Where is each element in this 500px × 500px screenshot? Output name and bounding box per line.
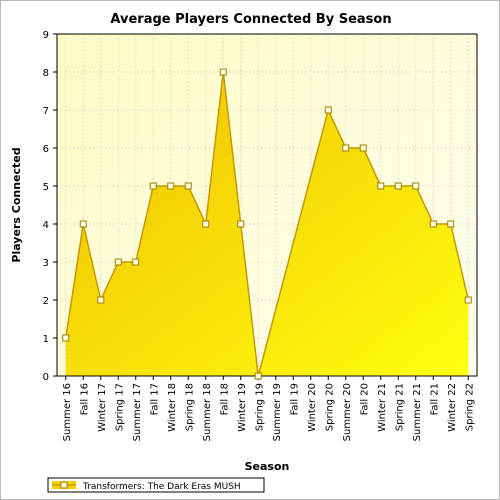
x-tick-label: Summer 19 <box>272 383 283 441</box>
data-point-marker <box>254 372 262 380</box>
data-point-marker <box>342 144 350 152</box>
y-tick-label: 1 <box>43 334 49 345</box>
data-point-marker <box>149 182 157 190</box>
x-tick-label: Spring 19 <box>254 383 265 431</box>
x-tick-label: Winter 20 <box>307 383 318 432</box>
data-point-marker <box>237 220 245 228</box>
data-point-marker <box>219 68 227 76</box>
data-point-marker <box>97 296 105 304</box>
x-tick-label: Summer 21 <box>412 383 423 441</box>
x-tick-label: Fall 17 <box>149 383 160 415</box>
y-tick-label: 4 <box>43 220 49 231</box>
x-tick-label: Spring 20 <box>324 383 335 431</box>
legend-box <box>47 477 265 493</box>
x-tick-label: Summer 18 <box>202 383 213 441</box>
axes: 0 1 2 3 4 5 6 7 8 9 Summer 16 Fall 16 Winter 17 Sprin… <box>43 30 476 441</box>
legend-swatch-marker <box>60 481 68 489</box>
x-tick-label: Summer 20 <box>342 383 353 441</box>
x-tick-label: Spring 21 <box>394 383 405 431</box>
y-tick-label: 6 <box>43 144 49 155</box>
data-point-marker <box>377 182 385 190</box>
x-tick-label: Spring 17 <box>114 383 125 431</box>
x-tick-label: Fall 20 <box>359 383 370 415</box>
y-tick-label: 3 <box>43 258 49 269</box>
x-tick-label: Summer 17 <box>132 383 143 441</box>
data-point-marker <box>132 258 140 266</box>
plot-border <box>56 33 478 377</box>
data-point-marker <box>429 220 437 228</box>
data-point-marker <box>464 296 472 304</box>
data-point-marker <box>447 220 455 228</box>
data-point-marker <box>167 182 175 190</box>
x-tick-label: Spring 18 <box>184 383 195 431</box>
data-point-marker <box>62 334 70 342</box>
y-tick-label: 0 <box>43 372 49 383</box>
x-axis-title: Season <box>245 460 290 473</box>
legend: Transformers: The Dark Eras MUSH <box>47 477 265 493</box>
data-point-marker <box>359 144 367 152</box>
x-tick-label: Winter 21 <box>377 383 388 432</box>
data-point-marker <box>79 220 87 228</box>
data-point-marker <box>184 182 192 190</box>
y-axis-title: Players Connected <box>10 147 23 262</box>
x-tick-label: Fall 21 <box>429 383 440 415</box>
data-point-marker <box>114 258 122 266</box>
x-tick-label: Winter 18 <box>167 383 178 432</box>
x-tick-label: Fall 16 <box>79 383 90 415</box>
chart-title: Average Players Connected By Season <box>110 12 391 27</box>
x-tick-label: Winter 17 <box>97 383 108 432</box>
x-tick-label: Summer 16 <box>62 383 73 441</box>
data-point-marker <box>202 220 210 228</box>
data-point-marker <box>412 182 420 190</box>
data-point-marker <box>394 182 402 190</box>
y-tick-label: 8 <box>43 68 49 79</box>
y-tick-label: 7 <box>43 106 49 117</box>
legend-label: Transformers: The Dark Eras MUSH <box>82 482 241 492</box>
x-tick-label: Fall 18 <box>219 383 230 415</box>
series-area-fill <box>65 72 469 376</box>
x-tick-label: Winter 19 <box>237 383 248 432</box>
x-tick-label: Spring 22 <box>464 383 475 431</box>
x-tick-label: Winter 22 <box>447 383 458 432</box>
y-tick-label: 5 <box>43 182 49 193</box>
series-markers <box>62 68 472 380</box>
y-tick-label: 9 <box>43 30 49 41</box>
y-tick-label: 2 <box>43 296 49 307</box>
x-tick-label: Fall 19 <box>289 383 300 415</box>
data-point-marker <box>324 106 332 114</box>
